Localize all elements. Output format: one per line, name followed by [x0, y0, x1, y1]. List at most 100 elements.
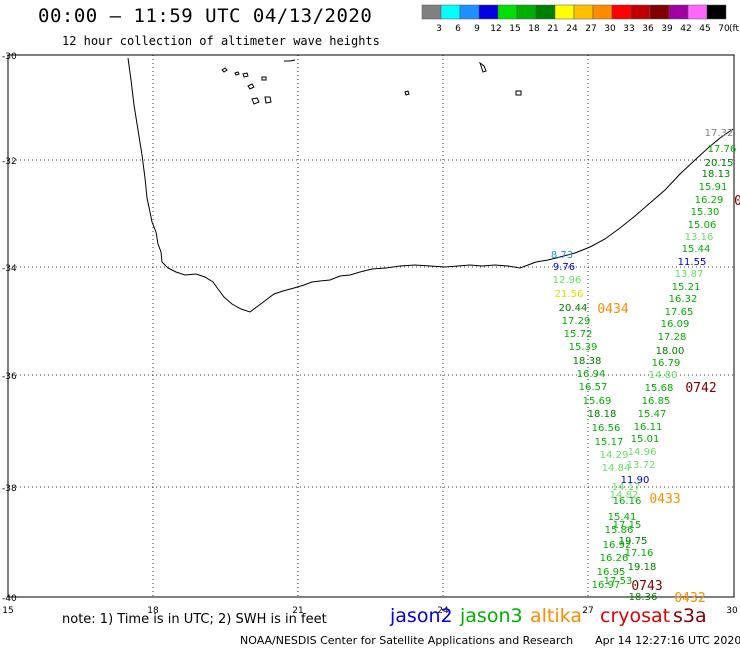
latitude-label: -40 — [2, 594, 17, 604]
wave-height-value: 15.91 — [699, 182, 728, 193]
wave-height-value: 16.11 — [634, 422, 663, 433]
wave-height-value: 18.36 — [629, 592, 658, 603]
latitude-label: -34 — [2, 264, 17, 274]
wave-height-value: 15.06 — [688, 220, 717, 231]
wave-height-value: 15.21 — [672, 282, 701, 293]
wave-height-value: 16.32 — [669, 294, 698, 305]
wave-height-value: 15.72 — [564, 329, 593, 340]
color-level-label: 42 — [680, 24, 691, 34]
color-level-label: 18 — [528, 24, 540, 34]
color-level-label: 12 — [490, 24, 501, 34]
wave-height-value: 15.17 — [595, 437, 624, 448]
wave-height-value: 16.97 — [592, 580, 621, 591]
color-swatch — [440, 4, 461, 20]
wave-height-value: 15.41 — [608, 512, 637, 523]
wave-height-value: 16.56 — [592, 423, 621, 434]
color-level-label: 9 — [474, 24, 480, 34]
color-swatch — [592, 4, 613, 20]
wave-height-value: 14.96 — [628, 447, 657, 458]
wave-height-value: 19.18 — [628, 562, 657, 573]
wave-height-value: 16.57 — [579, 382, 608, 393]
map-frame — [7, 54, 735, 598]
wave-height-value: 16.09 — [661, 319, 690, 330]
wave-height-value: 16.95 — [597, 567, 626, 578]
wave-height-value: 18.18 — [588, 409, 617, 420]
wave-height-value: 17.53 — [604, 576, 633, 587]
color-swatch — [573, 4, 594, 20]
wave-height-value: 16.29 — [695, 195, 724, 206]
latitude-label: -38 — [2, 484, 17, 494]
page-footer: NOAA/NESDIS Center for Satellite Applica… — [240, 634, 740, 647]
color-swatch — [649, 4, 670, 20]
wave-height-value: 15.47 — [638, 409, 667, 420]
sat-s3a: s3a — [673, 605, 707, 627]
color-level-label: 45 — [699, 24, 710, 34]
footer-timestamp: Apr 14 12:27:16 UTC 2020 — [595, 634, 740, 647]
pass-time-label: 0433 — [649, 492, 680, 507]
color-level-label: 70 — [718, 24, 730, 34]
color-level-label: 36 — [642, 24, 654, 34]
wave-height-value: 16.79 — [652, 358, 681, 369]
wave-height-value: 15.39 — [569, 342, 598, 353]
pass-time-label: 0434 — [597, 302, 628, 317]
wave-height-value: 16.16 — [613, 496, 642, 507]
longitude-label: 30 — [726, 606, 738, 616]
color-swatch — [611, 4, 632, 20]
wave-height-value: 20.15 — [705, 158, 734, 169]
map-title: 00:00 – 11:59 UTC 04/13/2020 — [38, 5, 373, 27]
pass-time-label: 0 — [734, 194, 740, 209]
sat-cryosat: cryosat — [600, 605, 671, 627]
color-level-label: 3 — [436, 24, 442, 34]
sat-jason2: jason2 — [390, 605, 453, 627]
color-swatch — [687, 4, 708, 20]
longitude-label: 21 — [292, 606, 303, 616]
color-level-label: 15 — [509, 24, 520, 34]
wave-height-value: 19.75 — [619, 536, 648, 547]
color-swatch — [554, 4, 575, 20]
pass-time-label: 0743 — [631, 579, 662, 594]
wave-height-value: 15.69 — [583, 396, 612, 407]
longitude-label: 18 — [147, 606, 159, 616]
longitude-label: 15 — [2, 606, 13, 616]
color-level-label: 39 — [661, 24, 673, 34]
wave-height-value: 16.26 — [600, 553, 629, 564]
color-swatch — [459, 4, 480, 20]
wave-height-value: 16.92 — [603, 540, 632, 551]
wave-height-value: 16.94 — [577, 369, 606, 380]
color-level-label: 21 — [547, 24, 558, 34]
latitude-label: -32 — [2, 157, 17, 167]
wave-height-value: 16.85 — [642, 396, 671, 407]
wave-height-value: 8.73 — [551, 250, 573, 261]
wave-height-value: 14.84 — [602, 463, 631, 474]
sat-altika: altika — [530, 605, 582, 627]
pass-time-label: 0432 — [674, 591, 705, 606]
wave-height-value: 18.00 — [656, 346, 685, 357]
wave-height-value: 15.01 — [631, 434, 660, 445]
color-swatch — [630, 4, 651, 20]
pass-time-label: 0742 — [685, 381, 716, 396]
wave-height-value: 21.56 — [555, 289, 584, 300]
latitude-label: -36 — [2, 372, 17, 382]
color-level-label: 30 — [604, 24, 616, 34]
wave-height-value: 14.17 — [612, 482, 641, 493]
wave-height-value: 17.65 — [665, 307, 694, 318]
sat-jason3: jason3 — [460, 605, 523, 627]
lat-lon-grid: -30 -32 -34 -36 -38 -40 15 18 21 24 27 30 — [2, 52, 738, 616]
color-swatch — [668, 4, 689, 20]
wave-height-value: 13.72 — [627, 460, 656, 471]
color-swatch — [706, 4, 727, 20]
footer-source: NOAA/NESDIS Center for Satellite Applica… — [240, 634, 574, 647]
wave-height-value: 17.15 — [613, 520, 642, 531]
wave-height-value: 17.32 — [705, 128, 734, 139]
wave-height-value: 13.87 — [675, 269, 704, 280]
color-swatch — [516, 4, 537, 20]
wave-height-value: 9.76 — [553, 262, 575, 273]
color-swatch — [535, 4, 556, 20]
wave-height-value: 15.30 — [691, 207, 720, 218]
wave-height-value: 11.55 — [678, 257, 707, 268]
coastline-south-africa — [127, 57, 734, 313]
longitude-label: 24 — [437, 606, 449, 616]
latitude-label: -30 — [2, 52, 17, 62]
